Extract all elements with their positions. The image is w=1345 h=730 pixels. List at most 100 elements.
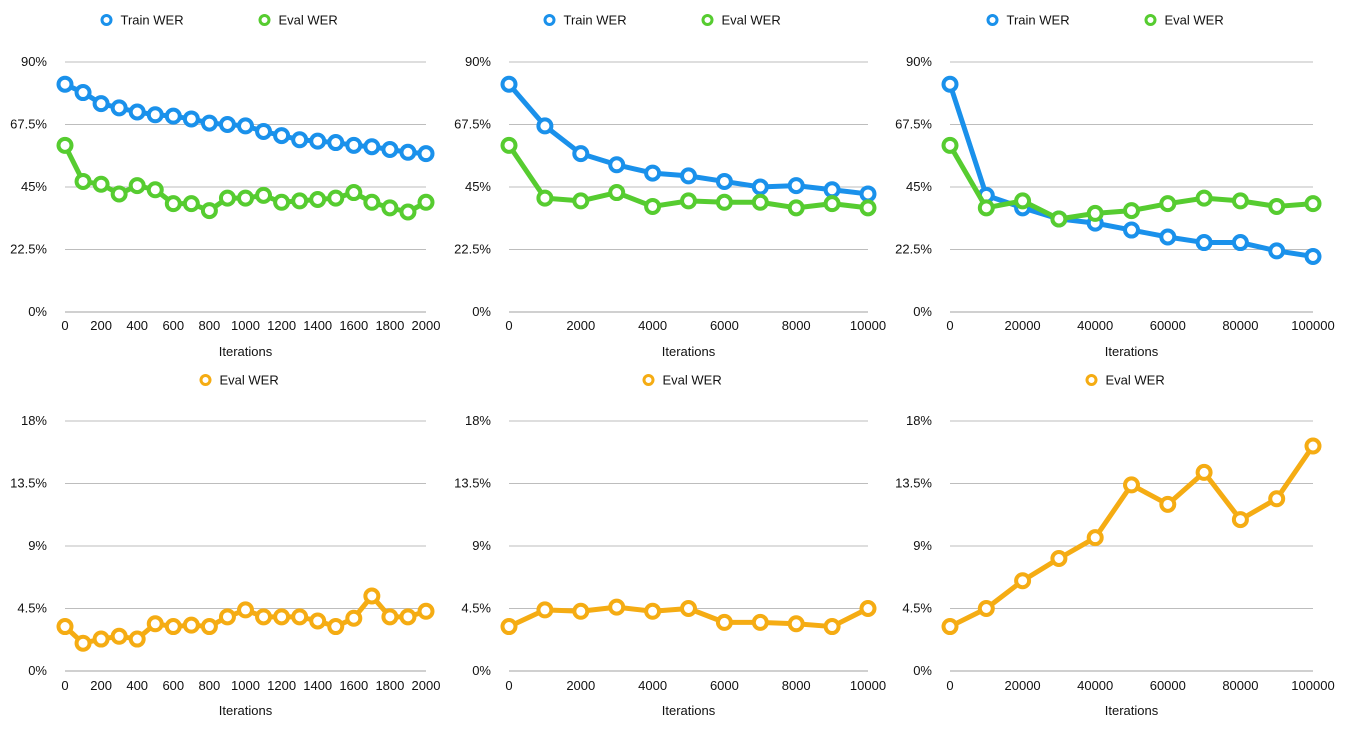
data-point xyxy=(1268,242,1286,260)
y-tick-label: 0% xyxy=(472,304,491,319)
data-point xyxy=(164,195,182,213)
data-point xyxy=(74,84,92,102)
data-point xyxy=(182,616,200,634)
data-point xyxy=(417,145,435,163)
legend-item: Eval WER xyxy=(199,373,279,388)
data-point xyxy=(255,122,273,140)
x-tick-label: 1600 xyxy=(339,678,368,693)
data-point xyxy=(1159,228,1177,246)
x-tick-label: 8000 xyxy=(782,678,811,693)
data-point xyxy=(381,199,399,217)
data-point xyxy=(291,192,309,210)
data-point xyxy=(572,602,590,620)
data-point xyxy=(715,613,733,631)
legend-marker-icon xyxy=(258,14,271,26)
data-point xyxy=(273,608,291,626)
data-point xyxy=(74,634,92,652)
legend-item: Train WER xyxy=(986,13,1070,28)
data-point xyxy=(255,608,273,626)
data-point xyxy=(237,117,254,135)
x-tick-label: 1000 xyxy=(231,678,260,693)
data-point xyxy=(823,618,841,636)
data-point xyxy=(182,195,200,213)
data-point xyxy=(680,600,697,617)
data-point xyxy=(1231,511,1249,529)
data-point xyxy=(1304,247,1322,265)
legend-item: Eval WER xyxy=(258,13,338,28)
data-point xyxy=(1231,234,1249,252)
y-tick-label: 18% xyxy=(465,413,491,428)
legend-item: Train WER xyxy=(100,13,184,28)
data-point xyxy=(417,602,435,620)
legend-marker-icon xyxy=(100,14,113,26)
data-point xyxy=(608,598,626,616)
data-point xyxy=(363,193,381,211)
data-point xyxy=(218,116,236,133)
y-tick-label: 67.5% xyxy=(454,117,491,132)
x-axis-label: Iterations xyxy=(662,703,716,718)
y-tick-label: 0% xyxy=(913,304,932,319)
x-tick-label: 60000 xyxy=(1150,318,1186,333)
data-point xyxy=(751,178,769,196)
data-point xyxy=(164,107,182,125)
legend-label: Eval WER xyxy=(1165,13,1224,28)
data-point xyxy=(381,608,399,626)
data-point xyxy=(345,136,363,154)
data-point xyxy=(715,172,733,190)
x-tick-label: 1800 xyxy=(375,318,404,333)
y-tick-label: 4.5% xyxy=(17,601,47,616)
data-point xyxy=(1123,221,1140,239)
legend-label: Eval WER xyxy=(1106,373,1165,388)
y-tick-label: 9% xyxy=(28,538,47,553)
x-tick-label: 0 xyxy=(61,318,68,333)
y-tick-label: 13.5% xyxy=(454,476,491,491)
data-point xyxy=(572,192,590,210)
x-tick-label: 1000 xyxy=(231,318,260,333)
data-point xyxy=(500,136,518,154)
data-point xyxy=(200,114,218,132)
data-point xyxy=(751,613,769,631)
x-tick-label: 6000 xyxy=(710,318,739,333)
y-tick-label: 45% xyxy=(906,179,932,194)
x-tick-label: 400 xyxy=(126,678,148,693)
data-point xyxy=(128,103,146,121)
x-axis-label: Iterations xyxy=(1105,344,1159,359)
data-point xyxy=(309,132,327,150)
y-tick-label: 9% xyxy=(472,538,491,553)
x-tick-label: 100000 xyxy=(1291,678,1334,693)
data-point xyxy=(92,175,110,193)
data-point xyxy=(1050,550,1068,567)
legend-label: Eval WER xyxy=(722,13,781,28)
x-tick-label: 800 xyxy=(199,678,221,693)
data-point xyxy=(787,199,805,217)
data-point xyxy=(1086,529,1104,547)
data-point xyxy=(237,189,254,207)
data-point xyxy=(92,95,110,113)
data-point xyxy=(110,185,128,203)
x-tick-label: 60000 xyxy=(1150,678,1186,693)
data-point xyxy=(680,192,697,210)
data-point xyxy=(345,609,363,627)
legend-label: Eval WER xyxy=(279,13,338,28)
y-tick-label: 13.5% xyxy=(10,476,47,491)
data-point xyxy=(345,184,363,202)
data-point xyxy=(92,630,110,648)
y-tick-label: 22.5% xyxy=(10,242,47,257)
x-tick-label: 40000 xyxy=(1077,318,1113,333)
data-point xyxy=(536,601,554,619)
data-point xyxy=(218,189,236,207)
x-tick-label: 200 xyxy=(90,318,112,333)
x-tick-label: 600 xyxy=(162,318,184,333)
chart-panel-4: 0% 4.5% 9% 13.5% 18% 0 200 400 600 800 1000 1200 140… xyxy=(10,373,440,719)
x-tick-label: 1800 xyxy=(375,678,404,693)
x-tick-label: 400 xyxy=(126,318,148,333)
data-point xyxy=(1195,189,1213,207)
x-tick-label: 6000 xyxy=(710,678,739,693)
y-tick-label: 90% xyxy=(21,54,47,69)
x-tick-label: 10000 xyxy=(850,678,886,693)
data-point xyxy=(200,618,218,636)
data-point xyxy=(399,608,417,626)
data-point xyxy=(536,117,554,135)
data-point xyxy=(146,106,164,124)
legend-label: Train WER xyxy=(121,13,184,28)
